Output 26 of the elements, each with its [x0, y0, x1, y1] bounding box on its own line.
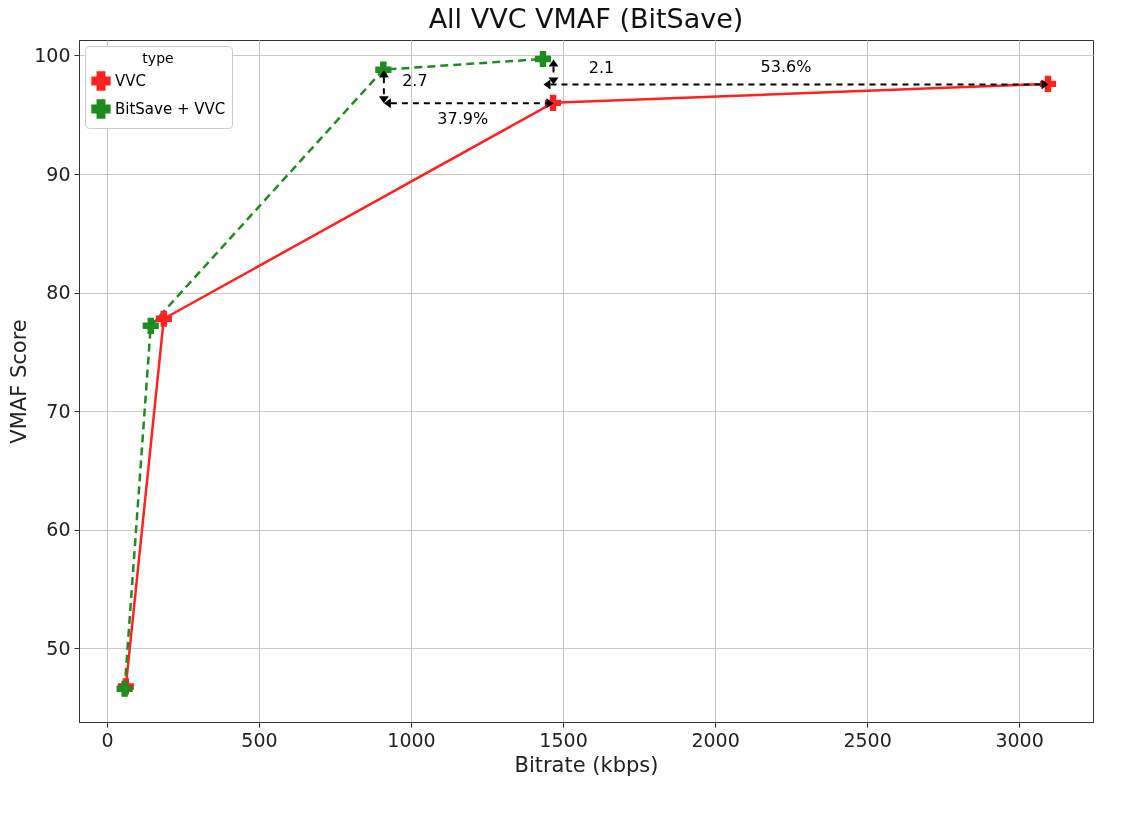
- y-tick-label: 80: [46, 281, 71, 304]
- x-tick-label: 1000: [387, 728, 436, 751]
- legend-label: BitSave + VVC: [115, 100, 226, 118]
- annotation: 37.9%: [437, 108, 489, 128]
- y-tick-label: 90: [46, 162, 71, 185]
- legend-label: VVC: [115, 72, 146, 90]
- x-tick-label: 500: [241, 728, 278, 751]
- y-tick-label: 70: [46, 399, 71, 422]
- annotation: 53.6%: [760, 56, 812, 76]
- annotation: 2.1: [588, 57, 615, 77]
- y-tick-label: 100: [34, 43, 71, 66]
- y-tick-label: 60: [46, 518, 71, 541]
- point: [534, 50, 552, 68]
- x-tick-label: 1500: [539, 728, 588, 751]
- x-tick-label: 0: [101, 728, 114, 751]
- x-tick-label: 3000: [995, 728, 1044, 751]
- point: [155, 310, 172, 327]
- y-axis-title: VMAF Score: [7, 319, 32, 444]
- y-tick-label: 50: [46, 636, 71, 659]
- annotation: 2.7: [402, 70, 428, 90]
- point: [142, 317, 159, 334]
- x-axis-title: Bitrate (kbps): [514, 752, 659, 777]
- x-tick-label: 2500: [843, 728, 892, 751]
- x-tick-label: 2000: [691, 728, 740, 751]
- chart-title: All VVC VMAF (BitSave): [428, 3, 744, 34]
- legend-title: type: [142, 50, 174, 66]
